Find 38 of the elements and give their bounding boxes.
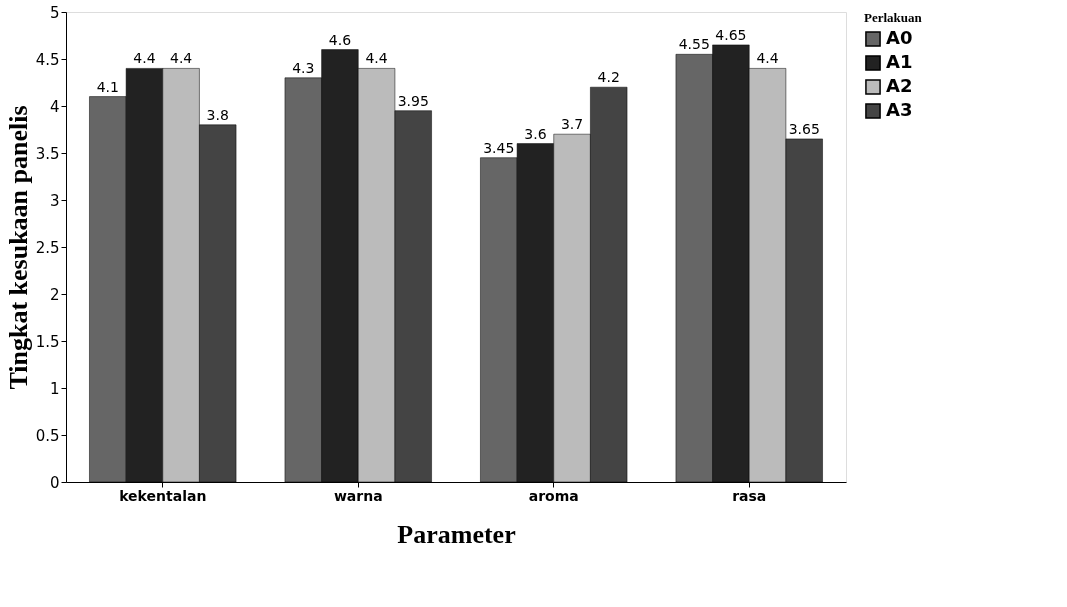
legend-label: A0 xyxy=(886,27,913,48)
data-label: 4.55 xyxy=(678,36,710,53)
x-tick-label: warna xyxy=(333,487,383,504)
data-label: 4.4 xyxy=(169,50,193,67)
legend-label: A1 xyxy=(886,51,913,72)
x-axis-title: Parameter xyxy=(397,519,516,549)
x-tick-label: aroma xyxy=(528,487,579,504)
data-label: 3.6 xyxy=(524,125,547,142)
y-tick-label: 2.5 xyxy=(35,238,60,257)
data-label: 3.7 xyxy=(560,116,584,133)
data-label: 3.65 xyxy=(788,120,820,137)
data-label: 4.3 xyxy=(292,59,315,76)
y-tick-label: 5 xyxy=(49,3,60,22)
legend-label: A3 xyxy=(886,99,913,120)
y-tick-label: 0 xyxy=(49,473,60,492)
data-label: 4.1 xyxy=(96,78,119,95)
y-tick-label: 2 xyxy=(49,285,60,304)
data-label: 4.65 xyxy=(715,26,747,43)
data-label: 3.45 xyxy=(483,139,515,156)
data-label: 4.6 xyxy=(328,31,352,48)
y-tick-label: 1.5 xyxy=(35,332,60,351)
data-label: 4.4 xyxy=(133,50,156,67)
y-tick-label: 3 xyxy=(49,191,60,210)
y-tick-label: 3.5 xyxy=(35,144,60,163)
y-axis-title: Tingkat kesukaan panelis xyxy=(3,105,33,390)
x-tick-label: rasa xyxy=(732,487,767,504)
data-label: 4.2 xyxy=(597,69,620,86)
y-tick-label: 4 xyxy=(49,97,60,116)
legend-title: Perlakuan xyxy=(864,10,923,25)
legend-label: A2 xyxy=(886,75,913,96)
data-label: 4.4 xyxy=(756,50,779,67)
y-tick-label: 4.5 xyxy=(35,50,60,69)
y-tick-label: 1 xyxy=(49,379,60,398)
data-label: 4.4 xyxy=(365,50,388,67)
x-tick-label: kekentalan xyxy=(119,487,207,504)
y-tick-label: 0.5 xyxy=(35,426,60,445)
data-label: 3.95 xyxy=(397,92,429,109)
data-label: 3.8 xyxy=(206,106,229,123)
